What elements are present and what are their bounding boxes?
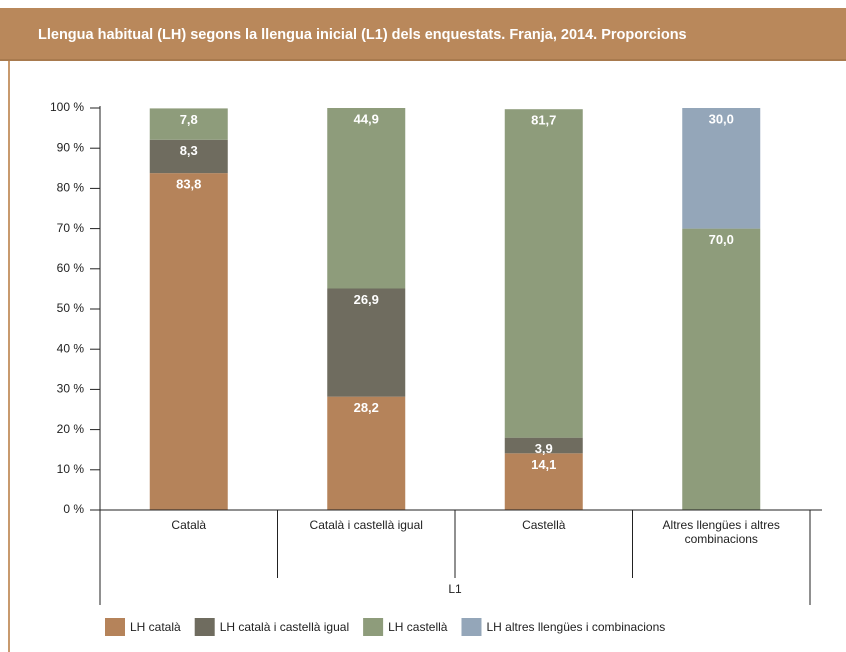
bar-segment	[504, 437, 583, 454]
y-tick-label: 50 %	[57, 301, 85, 315]
legend-swatch	[105, 618, 125, 636]
bar-segment	[149, 173, 228, 510]
legend-label: LH català i castellà igual	[220, 620, 349, 634]
legend-swatch	[194, 618, 215, 636]
y-tick-label: 30 %	[57, 382, 85, 396]
y-tick-label: 10 %	[57, 462, 85, 476]
bar-segment	[327, 396, 406, 510]
data-label: 70,0	[709, 232, 734, 247]
bar-segment	[327, 108, 406, 289]
data-label: 14,1	[531, 457, 556, 472]
x-tick-label: Altres llengües i altres combinacions	[662, 518, 780, 546]
y-tick-label: 20 %	[57, 422, 85, 436]
data-label: 81,7	[531, 113, 556, 128]
bar-segment	[682, 228, 761, 510]
y-tick-label: 0 %	[63, 502, 84, 516]
bar-segment	[149, 108, 228, 140]
legend-label: LH castellà	[388, 620, 448, 634]
x-tick-label: Català	[171, 518, 207, 532]
legend-swatch	[461, 618, 482, 636]
bar-segment	[504, 109, 583, 438]
data-label: 44,9	[354, 111, 379, 126]
data-label: 8,3	[180, 143, 198, 158]
x-tick-label: Català i castellà igual	[309, 518, 423, 532]
data-label: 26,9	[354, 292, 379, 307]
data-label: 3,9	[535, 441, 553, 456]
data-label: 83,8	[176, 177, 201, 192]
data-label: 30,0	[709, 111, 734, 126]
y-tick-label: 60 %	[57, 261, 85, 275]
legend-label: LH altres llengües i combinacions	[486, 620, 665, 634]
y-tick-label: 90 %	[57, 140, 85, 154]
chart-title: Llengua habitual (LH) segons la llengua …	[38, 27, 687, 43]
title-bar	[0, 8, 846, 60]
data-label: 28,2	[354, 400, 379, 415]
bar-segment	[327, 288, 406, 397]
y-tick-label: 70 %	[57, 221, 85, 235]
x-tick-label: Castellà	[522, 518, 566, 532]
y-tick-label: 40 %	[57, 341, 85, 355]
legend-label: LH català	[130, 620, 181, 634]
legend-swatch	[363, 618, 384, 636]
y-tick-label: 100 %	[50, 100, 84, 114]
x-axis-label: L1	[448, 582, 462, 596]
bar-segment	[504, 453, 583, 510]
bar-segment	[149, 139, 228, 174]
bar-segment	[682, 108, 761, 229]
data-label: 7,8	[180, 112, 198, 127]
y-tick-label: 80 %	[57, 181, 85, 195]
